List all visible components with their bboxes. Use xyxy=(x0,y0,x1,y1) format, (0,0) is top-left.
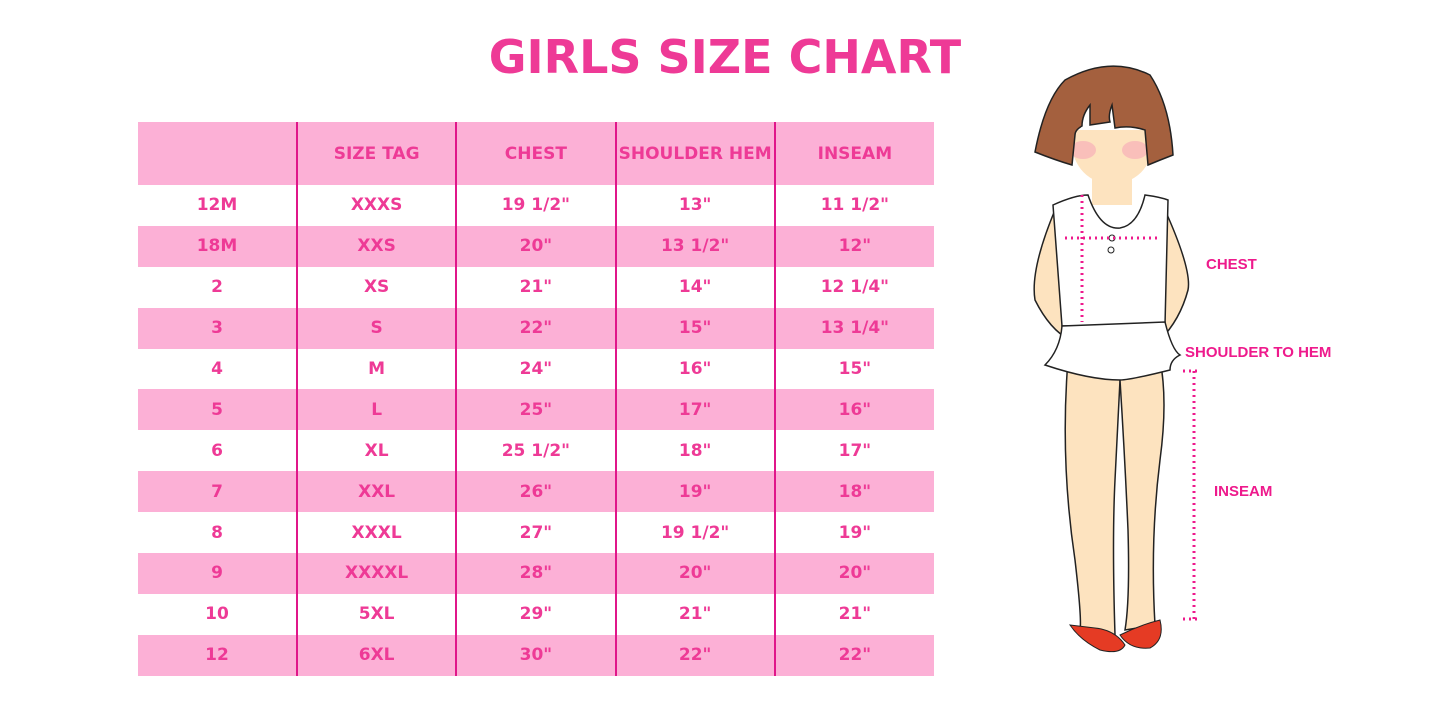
shoulder-to-hem-label: SHOULDER TO HEM xyxy=(1185,344,1332,361)
cell-chest: 21" xyxy=(455,266,616,308)
cell-size-tag: XXXL xyxy=(295,512,457,554)
cell-shoulder-hem: 19 1/2" xyxy=(614,512,775,554)
cell-size: 12M xyxy=(196,195,238,216)
cell-size: 12 xyxy=(138,634,297,676)
cell-size: 10 xyxy=(205,604,229,625)
header-size-tag: SIZE TAG xyxy=(295,122,457,185)
cell-size-tag: XXS xyxy=(295,225,457,267)
page-title: GIRLS SIZE CHART xyxy=(488,30,962,84)
cell-size-tag: L xyxy=(295,389,457,431)
cell-inseam: 16" xyxy=(773,389,934,431)
table-row: 7 XXL 26" 19" 18" xyxy=(138,471,934,513)
cell-size-tag: 5XL xyxy=(295,593,457,635)
cell-size: 5 xyxy=(138,389,297,431)
cell-size-tag: 6XL xyxy=(295,634,457,676)
cell-inseam: 21" xyxy=(773,593,934,635)
cell-chest: 20" xyxy=(455,225,616,267)
table-row: 2 XS 21" 14" 12 1/4" xyxy=(138,266,934,308)
cell-shoulder-hem: 17" xyxy=(614,389,775,431)
table-header-row: SIZE TAG CHEST SHOULDER HEM INSEAM xyxy=(138,122,934,185)
table-row: 3 S 22" 15" 13 1/4" xyxy=(138,307,934,349)
size-table: SIZE TAG CHEST SHOULDER HEM INSEAM 12M XX… xyxy=(138,122,934,676)
cell-shoulder-hem: 16" xyxy=(614,348,775,390)
table-row: 10 5XL 29" 21" 21" xyxy=(138,593,934,635)
cell-shoulder-hem: 14" xyxy=(614,266,775,308)
table-row: 12M XXXS 19 1/2" 13" 11 1/2" xyxy=(138,185,934,226)
header-shoulder-hem: SHOULDER HEM xyxy=(614,122,775,185)
header-inseam: INSEAM xyxy=(773,122,934,185)
cell-chest: 30" xyxy=(455,634,616,676)
cell-size-tag: XXXXL xyxy=(295,553,457,594)
table-row: 4 M 24" 16" 15" xyxy=(138,348,934,390)
inseam-label: INSEAM xyxy=(1214,483,1273,500)
cell-chest: 29" xyxy=(455,593,616,635)
cell-size: 4 xyxy=(211,359,223,379)
cell-chest: 26" xyxy=(455,471,616,513)
cell-shoulder-hem: 20" xyxy=(614,553,775,594)
cell-inseam: 17" xyxy=(773,430,934,472)
cell-inseam: 13 1/4" xyxy=(773,307,934,349)
cell-chest: 25" xyxy=(455,389,616,431)
cell-size-tag: S xyxy=(295,307,457,349)
cell-inseam: 18" xyxy=(773,471,934,513)
cell-size: 18M xyxy=(138,225,297,267)
cell-size-tag: M xyxy=(295,348,457,390)
table-row: 6 XL 25 1/2" 18" 17" xyxy=(138,430,934,472)
cell-inseam: 19" xyxy=(773,512,934,554)
cell-size: 3 xyxy=(138,307,297,349)
cell-size-tag: XXL xyxy=(295,471,457,513)
table-row: 9 XXXXL 28" 20" 20" xyxy=(138,553,934,594)
cell-chest: 28" xyxy=(455,553,616,594)
cell-inseam: 15" xyxy=(773,348,934,390)
cell-inseam: 12 1/4" xyxy=(773,266,934,308)
table-row: 12 6XL 30" 22" 22" xyxy=(138,634,934,676)
table-row: 18M XXS 20" 13 1/2" 12" xyxy=(138,225,934,267)
cell-chest: 19 1/2" xyxy=(455,185,616,226)
cell-size-tag: XS xyxy=(295,266,457,308)
cell-inseam: 12" xyxy=(773,225,934,267)
header-size xyxy=(138,122,297,185)
cell-shoulder-hem: 19" xyxy=(614,471,775,513)
chest-label: CHEST xyxy=(1206,256,1257,273)
cell-chest: 24" xyxy=(455,348,616,390)
cell-size-tag: XL xyxy=(295,430,457,472)
cell-shoulder-hem: 13" xyxy=(614,185,775,226)
header-chest: CHEST xyxy=(455,122,616,185)
cell-shoulder-hem: 18" xyxy=(614,430,775,472)
cell-shoulder-hem: 22" xyxy=(614,634,775,676)
cell-chest: 25 1/2" xyxy=(455,430,616,472)
cell-inseam: 20" xyxy=(773,553,934,594)
cell-size: 2 xyxy=(211,277,223,298)
cell-size: 6 xyxy=(211,440,223,461)
table-row: 5 L 25" 17" 16" xyxy=(138,389,934,431)
cell-shoulder-hem: 21" xyxy=(614,593,775,635)
cell-shoulder-hem: 15" xyxy=(614,307,775,349)
table-row: 8 XXXL 27" 19 1/2" 19" xyxy=(138,512,934,554)
cell-size-tag: XXXS xyxy=(295,185,457,226)
cell-shoulder-hem: 13 1/2" xyxy=(614,225,775,267)
cell-inseam: 11 1/2" xyxy=(773,185,934,226)
cell-inseam: 22" xyxy=(773,634,934,676)
cell-size: 8 xyxy=(211,522,223,543)
cell-size: 9 xyxy=(138,553,297,594)
girl-illustration xyxy=(1020,60,1370,664)
cell-chest: 27" xyxy=(455,512,616,554)
cell-chest: 22" xyxy=(455,307,616,349)
cell-size: 7 xyxy=(138,471,297,513)
